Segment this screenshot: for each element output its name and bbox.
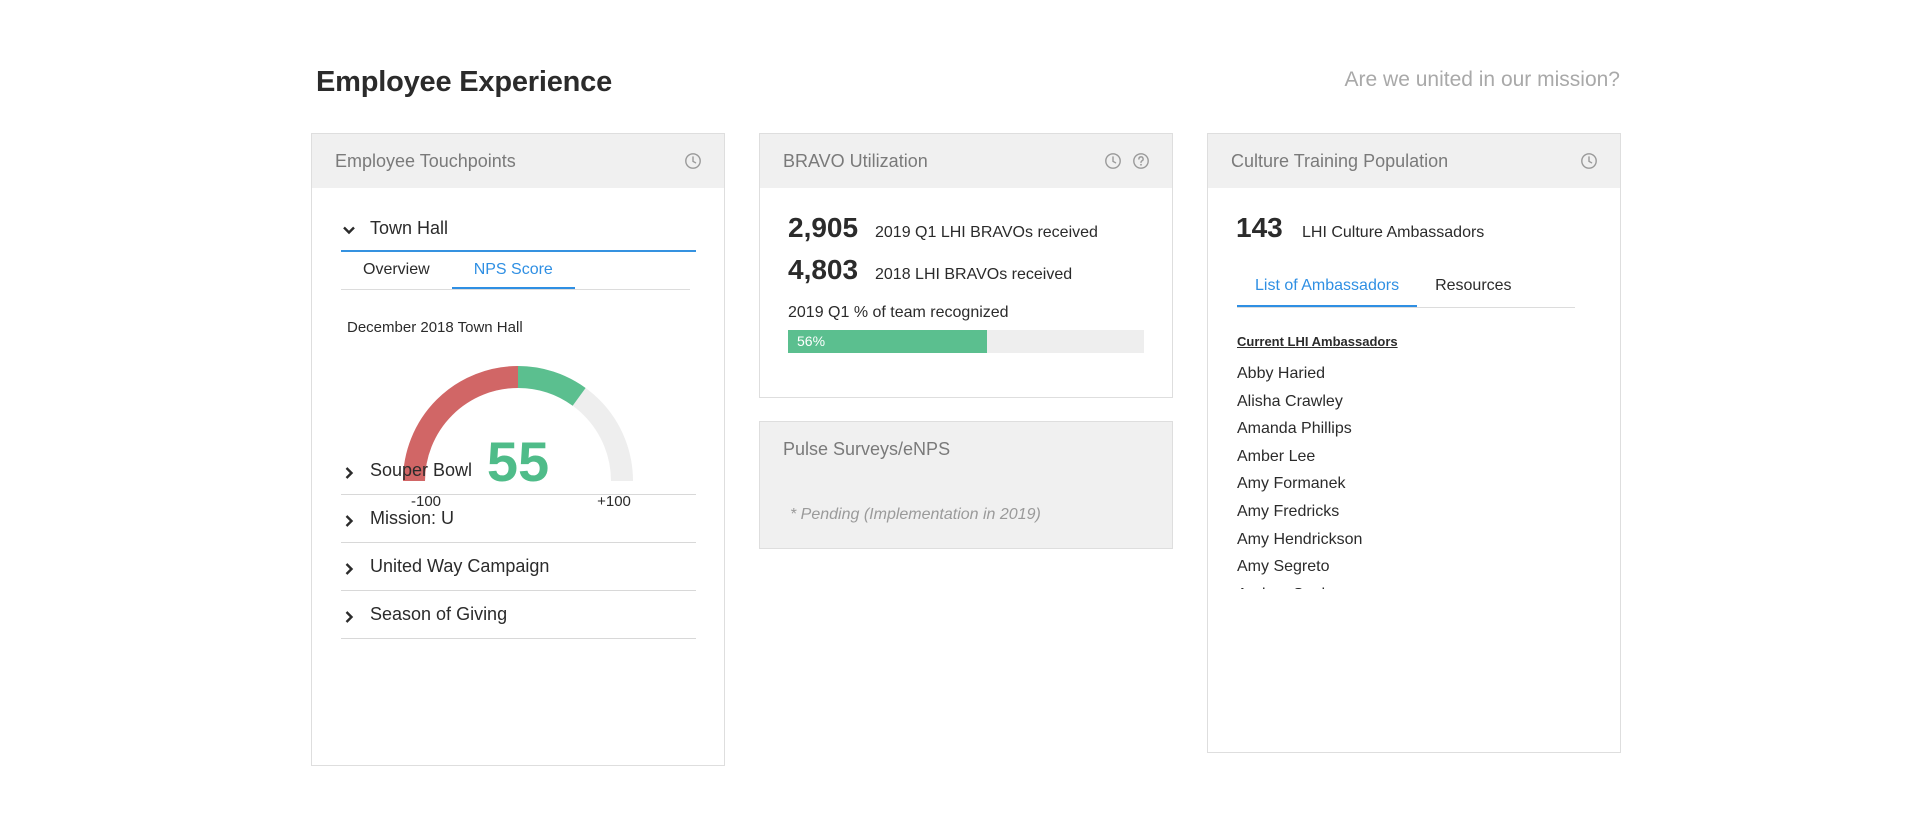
clock-icon[interactable] bbox=[1104, 152, 1122, 170]
list-heading: Current LHI Ambassadors bbox=[1237, 334, 1398, 349]
question-icon[interactable] bbox=[1132, 152, 1150, 170]
page-title: Employee Experience bbox=[316, 66, 613, 98]
tab-overview[interactable]: Overview bbox=[363, 261, 430, 278]
culture-card-title: Culture Training Population bbox=[1231, 150, 1449, 171]
touchpoints-card-header: Employee Touchpoints bbox=[312, 134, 724, 188]
list-item: Amy Hendrickson bbox=[1237, 530, 1363, 548]
list-item: Amber Lee bbox=[1237, 447, 1316, 465]
accordion-label: United Way Campaign bbox=[370, 556, 550, 576]
list-item: Amy Formanek bbox=[1237, 475, 1346, 493]
gauge-max-label: +100 bbox=[597, 493, 631, 508]
clock-icon[interactable] bbox=[1580, 152, 1598, 170]
touchpoints-card: Employee Touchpoints Town Hall Overview … bbox=[311, 133, 725, 766]
accordion-season-of-giving[interactable]: Season of Giving bbox=[341, 591, 696, 639]
progress-caption: 2019 Q1 % of team recognized bbox=[788, 304, 1009, 321]
chevron-right-icon bbox=[341, 561, 357, 577]
gauge-detractor-arc bbox=[403, 366, 519, 482]
tab-resources[interactable]: Resources bbox=[1435, 277, 1512, 294]
culture-tabs: List of Ambassadors Resources bbox=[1237, 277, 1575, 308]
accordion-united-way-campaign[interactable]: United Way Campaign bbox=[341, 543, 696, 591]
tab-list-of-ambassadors[interactable]: List of Ambassadors bbox=[1237, 277, 1418, 307]
bravo-card-title: BRAVO Utilization bbox=[783, 150, 928, 171]
accordion-label: Mission: U bbox=[370, 508, 455, 528]
pulse-card: Pulse Surveys/eNPS * Pending (Implementa… bbox=[759, 421, 1173, 549]
progress-bar: 56% bbox=[788, 330, 1144, 353]
stat-label: 2019 Q1 LHI BRAVOs received bbox=[875, 224, 1098, 241]
stat-2019-q1: 2,905 2019 Q1 LHI BRAVOs received bbox=[788, 212, 1098, 244]
chevron-right-icon bbox=[341, 513, 357, 529]
stat-value: 143 bbox=[1236, 212, 1283, 243]
stat-value: 2,905 bbox=[788, 212, 859, 243]
stat-label: 2018 LHI BRAVOs received bbox=[875, 266, 1073, 283]
page-subtitle: Are we united in our mission? bbox=[1344, 68, 1620, 91]
stat-value: 4,803 bbox=[788, 254, 859, 285]
gauge-value: 55 bbox=[487, 430, 549, 493]
chevron-right-icon bbox=[341, 609, 357, 625]
list-item: Andrea Spohn bbox=[1237, 585, 1537, 589]
accordion-label: Season of Giving bbox=[370, 604, 508, 624]
bravo-card: BRAVO Utilization 2,905 2019 Q1 LHI BRAV… bbox=[759, 133, 1173, 398]
pulse-card-title: Pulse Surveys/eNPS bbox=[783, 438, 951, 459]
accordion-label: Souper Bowl bbox=[370, 460, 473, 480]
pending-note: * Pending (Implementation in 2019) bbox=[790, 506, 1041, 523]
bravo-card-header: BRAVO Utilization bbox=[760, 134, 1172, 188]
gauge-min-label: -100 bbox=[411, 493, 441, 508]
accordion-souper-bowl[interactable]: Souper Bowl bbox=[341, 447, 696, 495]
clock-icon[interactable] bbox=[684, 152, 702, 170]
list-item: Abby Haried bbox=[1237, 365, 1326, 382]
event-label: December 2018 Town Hall bbox=[347, 319, 523, 336]
ambassador-list[interactable]: Abby Haried Alisha Crawley Amanda Phillips… bbox=[1237, 364, 1537, 589]
touchpoints-card-title: Employee Touchpoints bbox=[335, 150, 516, 171]
list-item: Amy Fredricks bbox=[1237, 502, 1340, 520]
stat-2018: 4,803 2018 LHI BRAVOs received bbox=[788, 254, 1072, 286]
tab-nps-score[interactable]: NPS Score bbox=[451, 261, 575, 289]
nps-gauge: 55 -100 +100 bbox=[403, 366, 633, 508]
accordion-mission-u[interactable]: Mission: U bbox=[341, 495, 696, 543]
chevron-down-icon bbox=[341, 222, 357, 238]
list-item: Amanda Phillips bbox=[1237, 420, 1352, 438]
list-item: Amy Segreto bbox=[1237, 558, 1330, 576]
progress-fill: 56% bbox=[788, 330, 988, 353]
accordion-label: Town Hall bbox=[370, 218, 449, 238]
touchpoint-tabs: Overview NPS Score bbox=[341, 261, 690, 290]
ambassador-count: 143 LHI Culture Ambassadors bbox=[1236, 212, 1484, 244]
stat-label: LHI Culture Ambassadors bbox=[1302, 224, 1485, 241]
gauge-promoter-arc bbox=[517, 366, 586, 406]
culture-card: Culture Training Population 143 LHI Cult… bbox=[1207, 133, 1621, 753]
culture-card-header: Culture Training Population bbox=[1208, 134, 1620, 188]
pulse-card-header: Pulse Surveys/eNPS bbox=[760, 422, 1172, 476]
chevron-right-icon bbox=[341, 465, 357, 481]
accordion-town-hall[interactable]: Town Hall bbox=[341, 218, 696, 252]
list-item: Alisha Crawley bbox=[1237, 392, 1343, 410]
